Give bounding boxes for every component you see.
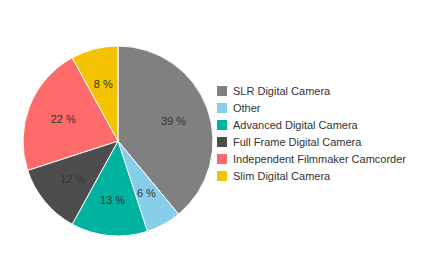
html-text:Full Frame Digital Camera: Full Frame Digital Camera	[233, 136, 362, 148]
svg-text:12 %: 12 %	[60, 173, 85, 185]
html-text:Other: Other	[233, 102, 261, 114]
html-text:SLR Digital Camera: SLR Digital Camera	[233, 85, 331, 97]
html-text:Advanced Digital Camera: Advanced Digital Camera	[233, 119, 358, 131]
svg-text:6 %: 6 %	[137, 187, 156, 199]
html-text:Slim Digital Camera: Slim Digital Camera	[233, 170, 331, 182]
svg-text:39 %: 39 %	[161, 115, 186, 127]
svg-text:8 %: 8 %	[94, 78, 113, 90]
svg-text:22 %: 22 %	[51, 113, 76, 125]
html-text:Independent Filmmaker Camcorde: Independent Filmmaker Camcorder	[233, 153, 406, 165]
svg-text:13 %: 13 %	[100, 194, 125, 206]
